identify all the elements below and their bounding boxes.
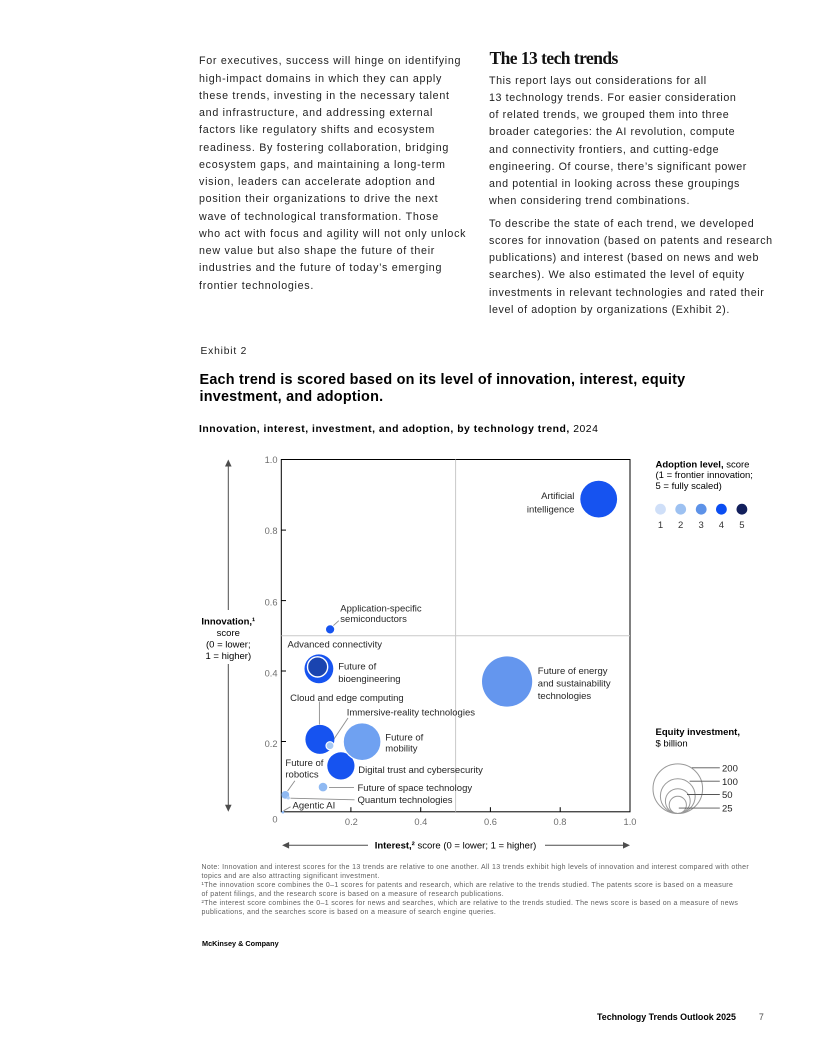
svg-text:0.4: 0.4 bbox=[265, 668, 278, 678]
svg-text:and sustainability: and sustainability bbox=[538, 679, 611, 690]
svg-text:Future of: Future of bbox=[285, 758, 323, 769]
svg-text:0.6: 0.6 bbox=[484, 817, 497, 827]
svg-text:Quantum technologies: Quantum technologies bbox=[358, 795, 453, 806]
svg-text:Future of: Future of bbox=[338, 662, 376, 673]
svg-text:semiconductors: semiconductors bbox=[340, 614, 407, 625]
svg-text:5: 5 bbox=[739, 520, 744, 531]
svg-text:$ billion: $ billion bbox=[656, 739, 688, 750]
svg-text:3: 3 bbox=[699, 520, 704, 531]
svg-text:5 = fully scaled): 5 = fully scaled) bbox=[656, 481, 722, 492]
svg-text:mobility: mobility bbox=[385, 744, 417, 755]
svg-text:Immersive-reality technologies: Immersive-reality technologies bbox=[347, 708, 476, 719]
svg-text:technologies: technologies bbox=[538, 691, 592, 702]
svg-text:Cloud and edge computing: Cloud and edge computing bbox=[290, 693, 404, 704]
svg-text:Interest,² score (0 = lower; 1: Interest,² score (0 = lower; 1 = higher) bbox=[375, 841, 537, 852]
svg-text:Application-specific: Application-specific bbox=[340, 603, 422, 614]
svg-text:0.8: 0.8 bbox=[265, 526, 278, 536]
svg-text:Artificial: Artificial bbox=[541, 491, 574, 502]
svg-text:Equity investment,: Equity investment, bbox=[656, 727, 740, 738]
svg-text:Agentic AI: Agentic AI bbox=[293, 801, 336, 812]
svg-text:Future of space technology: Future of space technology bbox=[358, 783, 473, 794]
svg-text:Innovation,¹: Innovation,¹ bbox=[201, 616, 255, 627]
svg-text:(0 = lower;: (0 = lower; bbox=[206, 640, 251, 651]
svg-text:bioengineering: bioengineering bbox=[338, 674, 400, 685]
svg-text:0.4: 0.4 bbox=[414, 817, 427, 827]
svg-text:1: 1 bbox=[658, 520, 663, 531]
svg-text:0: 0 bbox=[272, 814, 277, 824]
svg-text:2: 2 bbox=[678, 520, 683, 531]
svg-text:Adoption level, score: Adoption level, score bbox=[656, 459, 750, 470]
svg-text:50: 50 bbox=[722, 790, 733, 801]
svg-text:0.2: 0.2 bbox=[345, 817, 358, 827]
svg-text:Future of energy: Future of energy bbox=[538, 666, 608, 677]
svg-text:0.6: 0.6 bbox=[265, 597, 278, 607]
svg-text:25: 25 bbox=[722, 804, 733, 815]
svg-text:1.0: 1.0 bbox=[265, 455, 278, 465]
svg-text:4: 4 bbox=[719, 520, 724, 531]
svg-text:(1 = frontier innovation;: (1 = frontier innovation; bbox=[656, 470, 753, 481]
svg-text:100: 100 bbox=[722, 777, 738, 788]
svg-text:score: score bbox=[217, 628, 240, 639]
svg-text:1 = higher): 1 = higher) bbox=[205, 651, 251, 662]
svg-text:robotics: robotics bbox=[285, 769, 319, 780]
svg-text:Digital trust and cybersecurit: Digital trust and cybersecurity bbox=[358, 765, 483, 776]
svg-text:Advanced connectivity: Advanced connectivity bbox=[288, 640, 383, 651]
svg-text:0.2: 0.2 bbox=[265, 739, 278, 749]
svg-text:1.0: 1.0 bbox=[624, 817, 637, 827]
svg-text:200: 200 bbox=[722, 763, 738, 774]
svg-text:intelligence: intelligence bbox=[527, 504, 575, 515]
svg-text:Future of: Future of bbox=[385, 733, 423, 744]
svg-text:0.8: 0.8 bbox=[554, 817, 567, 827]
